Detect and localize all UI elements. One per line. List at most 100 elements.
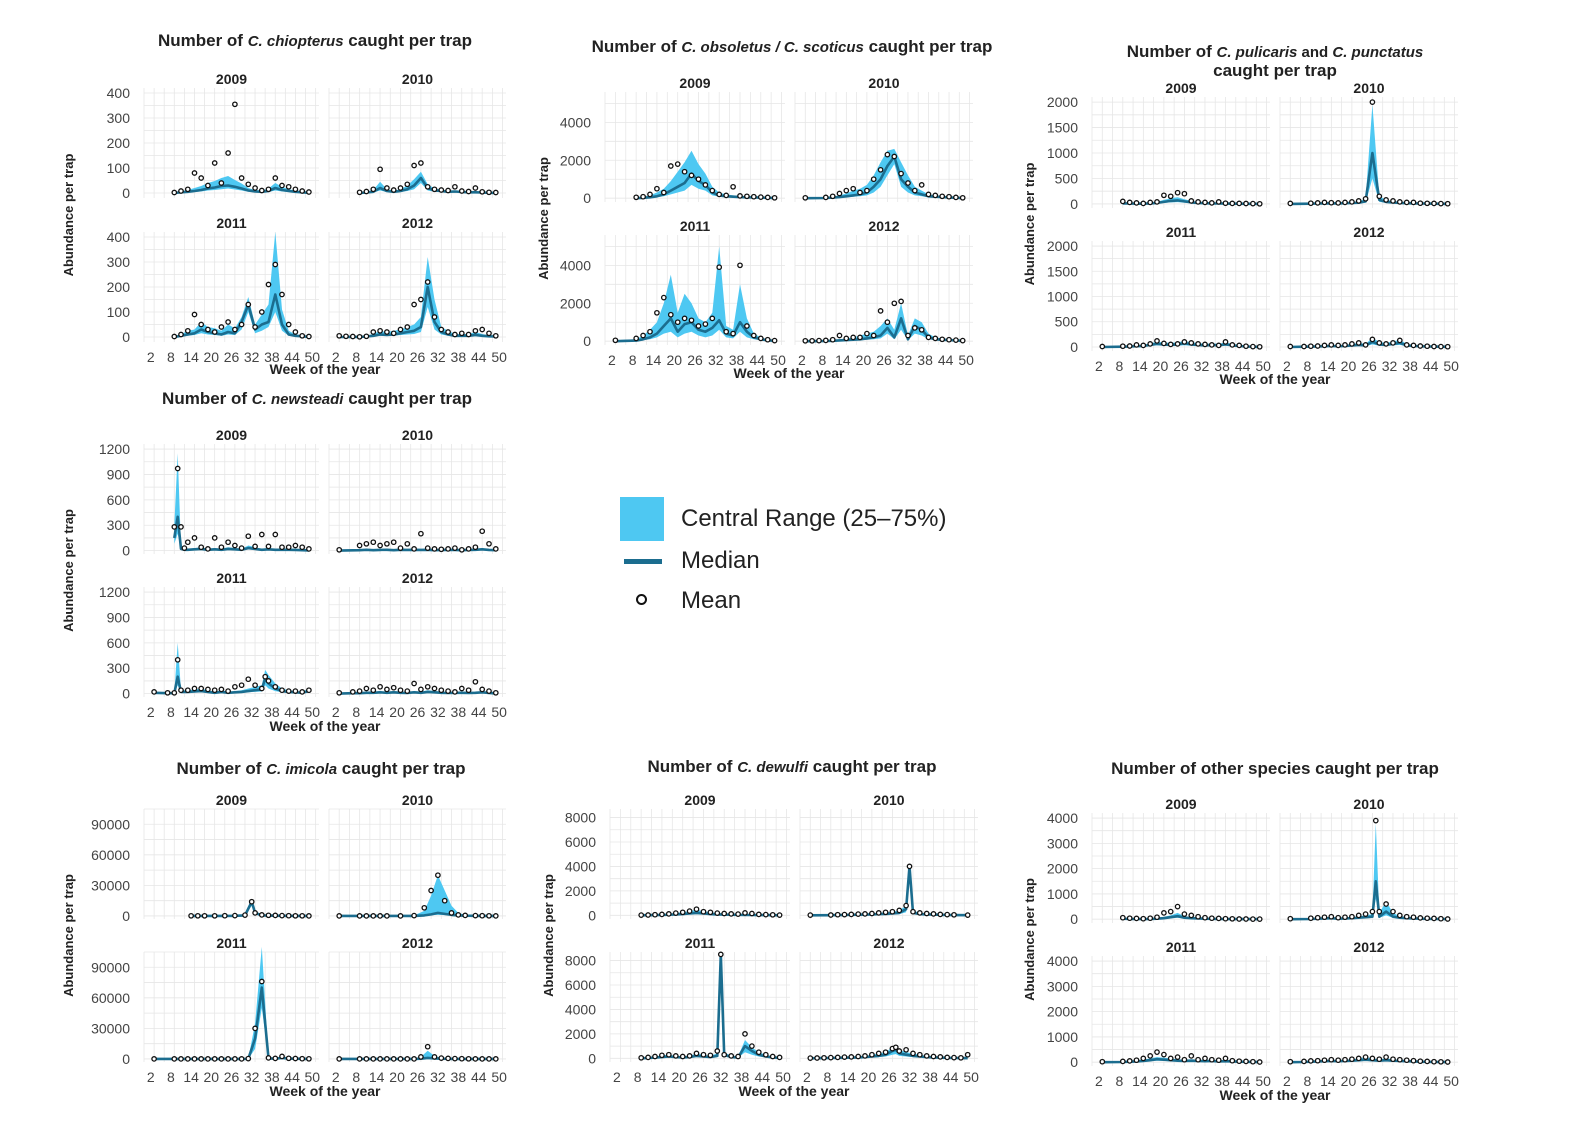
- mean-point: [258, 912, 265, 918]
- y-tick-label: 90000: [91, 959, 130, 975]
- mean-point: [397, 687, 404, 694]
- x-tick-label: 20: [856, 352, 872, 368]
- mean-point: [757, 335, 764, 342]
- mean-point: [238, 682, 245, 689]
- mean-point: [404, 181, 411, 188]
- mean-point: [638, 912, 645, 918]
- mean-point: [472, 678, 479, 685]
- panel-year-label: 2012: [402, 570, 433, 586]
- mean-point: [1215, 199, 1222, 205]
- mean-point: [363, 188, 370, 195]
- mean-point: [299, 544, 306, 551]
- mean-point: [1140, 200, 1147, 207]
- mean-point: [1431, 343, 1437, 350]
- y-tick-label: 0: [1070, 196, 1078, 212]
- mean-point: [1181, 911, 1188, 917]
- mean-point: [1099, 343, 1106, 350]
- median-line: [615, 317, 775, 343]
- y-axis-label: Abundance per trap: [61, 509, 76, 632]
- mean-point: [1307, 1058, 1314, 1064]
- mean-point: [1410, 199, 1417, 206]
- panel-2012: 2012 2 8 14 20 26 32 38 44 50: [794, 218, 974, 368]
- mean-point: [1396, 912, 1403, 919]
- y-tick-label: 400: [107, 85, 131, 101]
- mean-point: [1195, 341, 1201, 347]
- mean-point: [285, 321, 292, 328]
- panel-2011: 2011 0 500 1000 1500 2000 2 8 14 20 26 32 38 44 50: [1047, 224, 1271, 374]
- mean-point: [1140, 342, 1147, 349]
- mean-point: [755, 1049, 762, 1056]
- mean-point: [925, 191, 932, 198]
- mean-point: [194, 912, 201, 919]
- panel-2011: 2011 0 2000 4000 2 8 14 20 26 32 38 44 50: [560, 218, 786, 368]
- central-range-band: [615, 246, 775, 342]
- mean-point: [258, 531, 265, 538]
- mean-point: [645, 912, 651, 918]
- mean-point: [1321, 199, 1328, 206]
- mean-point: [411, 162, 417, 169]
- mean-point: [612, 337, 619, 344]
- x-tick-label: 8: [167, 349, 175, 365]
- mean-point: [448, 910, 455, 916]
- mean-point: [178, 331, 184, 338]
- mean-point: [211, 1056, 218, 1062]
- mean-point: [465, 1055, 472, 1062]
- y-axis-label: Abundance per trap: [536, 157, 551, 280]
- species-chart: Number of C. pulicaris and C. punctatusc…: [1022, 42, 1459, 387]
- panel-year-label: 2009: [216, 792, 247, 808]
- mean-point: [225, 539, 231, 546]
- mean-point: [695, 176, 702, 183]
- x-tick-label: 8: [1115, 1073, 1123, 1089]
- x-tick-label: 2: [332, 1069, 340, 1085]
- mean-point: [1417, 915, 1424, 921]
- x-tick-label: 20: [1153, 1073, 1169, 1089]
- mean-point: [445, 187, 451, 194]
- mean-point: [827, 1054, 834, 1061]
- panel-year-label: 2009: [1165, 796, 1196, 812]
- x-tick-label: 14: [1320, 1073, 1336, 1089]
- mean-point: [932, 335, 939, 342]
- mean-point: [923, 1053, 930, 1059]
- x-tick-label: 8: [634, 1069, 642, 1085]
- mean-point: [245, 301, 252, 308]
- mean-point: [737, 193, 743, 199]
- x-tick-label: 38: [1214, 358, 1230, 374]
- mean-point: [850, 185, 857, 192]
- mean-point: [211, 687, 218, 694]
- mean-point: [660, 294, 667, 301]
- mean-point: [1099, 1058, 1106, 1065]
- mean-point: [390, 187, 397, 193]
- mean-point: [1403, 199, 1410, 206]
- median-line: [1102, 1057, 1260, 1064]
- mean-point: [716, 191, 723, 198]
- mean-point: [479, 528, 486, 535]
- mean-point: [384, 1056, 390, 1062]
- mean-point: [418, 686, 424, 693]
- mean-point: [486, 912, 492, 919]
- mean-point: [802, 194, 809, 201]
- x-tick-label: 26: [1361, 1073, 1377, 1089]
- x-tick-label: 32: [897, 352, 913, 368]
- mean-point: [1256, 916, 1263, 922]
- x-axis-label: Week of the year: [738, 1083, 850, 1099]
- mean-point: [709, 187, 716, 194]
- mean-point: [716, 264, 723, 271]
- mean-point: [1355, 912, 1362, 919]
- mean-point: [821, 1054, 827, 1061]
- mean-point: [336, 913, 343, 919]
- mean-point: [898, 298, 904, 305]
- x-tick-label: 20: [861, 1069, 877, 1085]
- mean-point: [693, 1050, 700, 1057]
- mean-point: [721, 1051, 728, 1058]
- mean-point: [262, 673, 269, 680]
- x-tick-label: 20: [204, 349, 220, 365]
- mean-point: [702, 182, 709, 188]
- x-tick-label: 32: [1194, 1073, 1210, 1089]
- mean-point: [486, 189, 492, 196]
- mean-point: [834, 1054, 841, 1061]
- panel-2012: 2012 2 8 14 20 26 32 38 44 50: [799, 935, 979, 1085]
- mean-point: [198, 175, 205, 181]
- mean-point: [438, 687, 445, 694]
- mean-point: [1174, 1054, 1181, 1060]
- mean-point: [191, 311, 198, 318]
